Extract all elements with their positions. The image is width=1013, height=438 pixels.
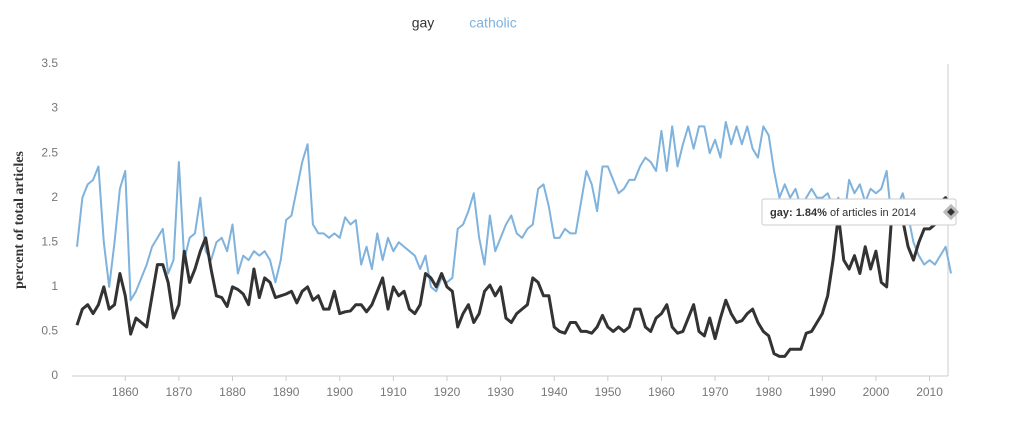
y-tick-label: 0 — [51, 368, 58, 382]
x-tick-label: 1990 — [809, 385, 836, 399]
x-tick-label: 1920 — [434, 385, 461, 399]
y-tick-label: 1 — [51, 279, 58, 293]
x-tick-label: 1870 — [166, 385, 193, 399]
tooltip-text: gay: 1.84% of articles in 2014 — [770, 207, 916, 219]
tooltip-value: 1.84% — [796, 207, 827, 219]
y-tick-label: 1.5 — [41, 234, 58, 248]
legend-entry[interactable]: gay — [412, 15, 435, 31]
y-tick-label: 2.5 — [41, 145, 58, 159]
y-tick-label: 2 — [51, 190, 58, 204]
x-tick-label: 2010 — [916, 385, 943, 399]
x-tick-label: 1930 — [487, 385, 514, 399]
x-tick-label: 1940 — [541, 385, 568, 399]
y-tick-label: 3 — [51, 101, 58, 115]
y-tick-label: 0.5 — [41, 324, 58, 338]
x-tick-label: 1910 — [380, 385, 407, 399]
x-tick-label: 1900 — [326, 385, 353, 399]
legend-entry[interactable]: catholic — [469, 15, 516, 31]
series-line — [75, 196, 953, 358]
tooltip-marker — [942, 203, 960, 221]
x-tick-label: 1860 — [112, 385, 139, 399]
tooltip-caption: of articles in 2014 — [830, 207, 916, 219]
x-tick-label: 1880 — [219, 385, 246, 399]
x-tick-label: 2000 — [863, 385, 890, 399]
y-tick-label: 3.5 — [41, 56, 58, 70]
x-tick-label: 1970 — [702, 385, 729, 399]
x-tick-label: 1950 — [594, 385, 621, 399]
tooltip-series: gay: — [770, 207, 793, 219]
x-tick-label: 1890 — [273, 385, 300, 399]
x-tick-label: 1960 — [648, 385, 675, 399]
x-tick-label: 1980 — [755, 385, 782, 399]
y-axis-label: percent of total articles — [12, 151, 27, 289]
